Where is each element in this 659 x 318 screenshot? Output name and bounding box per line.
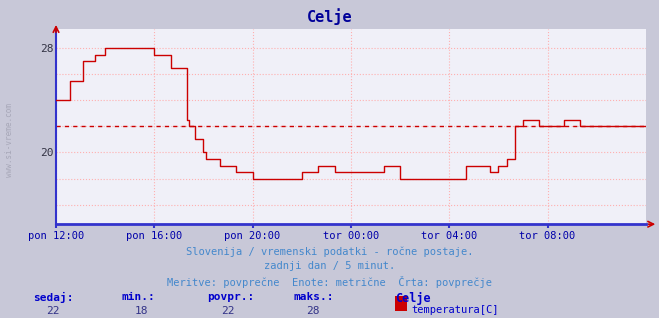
Text: sedaj:: sedaj: <box>33 292 73 303</box>
Text: zadnji dan / 5 minut.: zadnji dan / 5 minut. <box>264 261 395 271</box>
Text: 28: 28 <box>306 306 320 316</box>
Text: Meritve: povprečne  Enote: metrične  Črta: povprečje: Meritve: povprečne Enote: metrične Črta:… <box>167 276 492 288</box>
Text: 22: 22 <box>46 306 59 316</box>
Text: 18: 18 <box>135 306 148 316</box>
Text: www.si-vreme.com: www.si-vreme.com <box>5 103 14 177</box>
Text: Celje: Celje <box>306 8 353 25</box>
Text: Celje: Celje <box>395 292 431 305</box>
Text: maks.:: maks.: <box>293 292 333 302</box>
Text: temperatura[C]: temperatura[C] <box>411 305 499 315</box>
Text: Slovenija / vremenski podatki - ročne postaje.: Slovenija / vremenski podatki - ročne po… <box>186 246 473 257</box>
Text: povpr.:: povpr.: <box>208 292 255 302</box>
Text: 22: 22 <box>221 306 234 316</box>
Text: min.:: min.: <box>122 292 156 302</box>
